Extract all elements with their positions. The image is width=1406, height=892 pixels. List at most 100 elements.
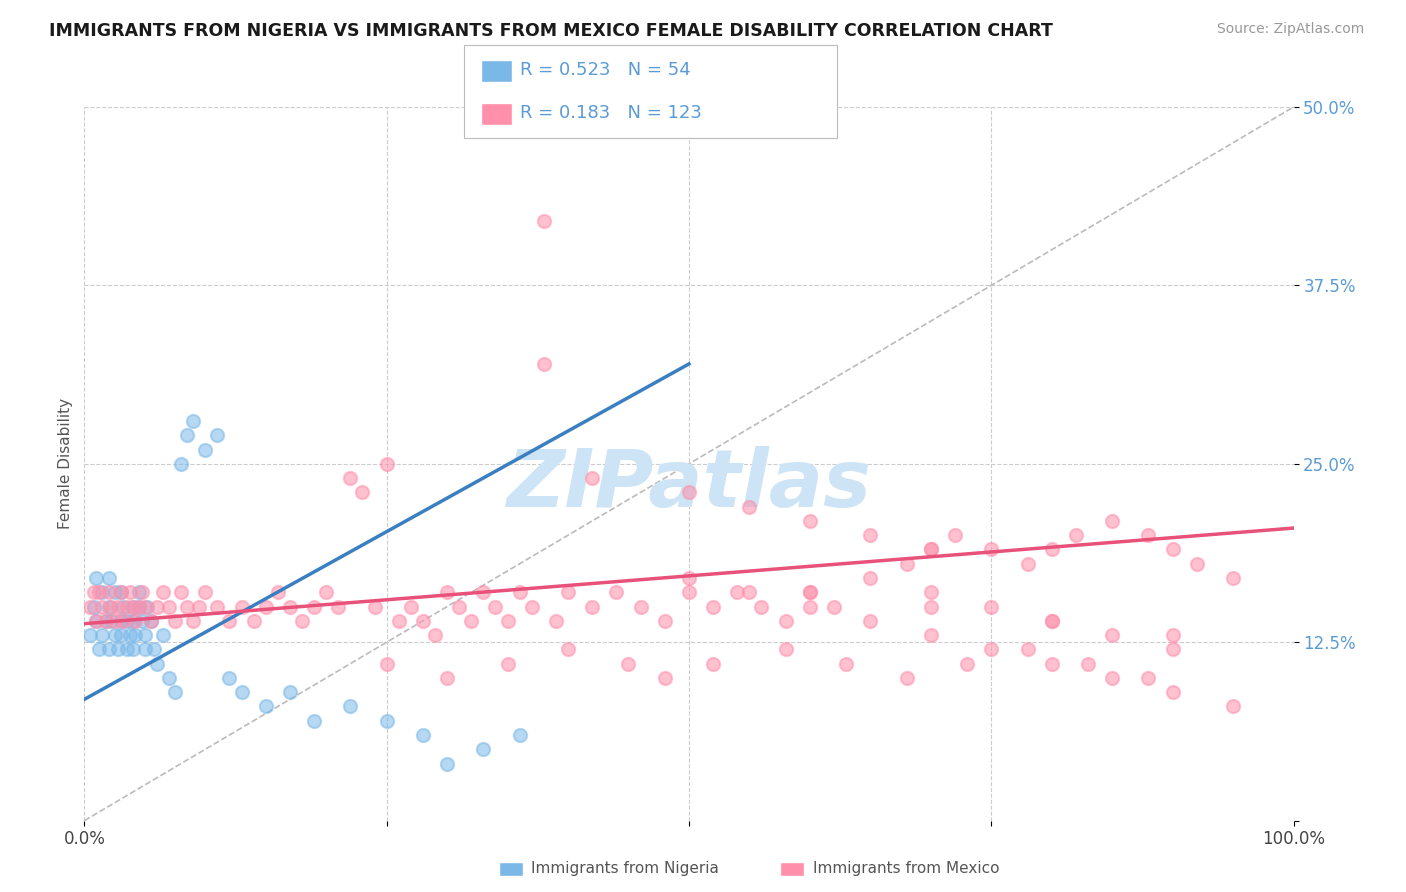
Text: Immigrants from Nigeria: Immigrants from Nigeria (531, 862, 720, 876)
Point (188, 599, 211, 614)
Text: Source: ZipAtlas.com: Source: ZipAtlas.com (1216, 22, 1364, 37)
Point (980, 642, 1002, 657)
Point (94, 614, 117, 628)
Point (86, 614, 108, 628)
Point (1064, 528, 1087, 542)
Point (231, 685, 253, 699)
Point (423, 628, 446, 642)
Point (328, 599, 350, 614)
Point (136, 599, 159, 614)
Point (107, 599, 129, 614)
Point (859, 614, 882, 628)
Point (124, 628, 146, 642)
Point (751, 599, 773, 614)
Point (509, 728, 531, 742)
Point (278, 599, 301, 614)
Point (605, 585, 627, 599)
Point (412, 728, 434, 742)
Point (1222, 699, 1244, 714)
Point (91, 585, 114, 599)
Point (339, 471, 361, 485)
Point (859, 571, 882, 585)
Point (97, 642, 120, 657)
Point (121, 599, 143, 614)
Point (254, 699, 277, 714)
Point (124, 614, 146, 628)
Y-axis label: Female Disability: Female Disability (58, 398, 73, 530)
Point (218, 614, 240, 628)
Point (110, 614, 132, 628)
Point (176, 599, 198, 614)
Point (339, 699, 361, 714)
Point (87, 585, 110, 599)
Point (1137, 671, 1160, 685)
Point (115, 642, 138, 657)
Point (1017, 642, 1039, 657)
Point (1040, 657, 1063, 671)
Point (896, 557, 918, 571)
Point (157, 671, 180, 685)
Point (678, 571, 700, 585)
Point (170, 457, 193, 471)
Point (100, 614, 122, 628)
Point (1077, 657, 1099, 671)
Point (134, 599, 156, 614)
Point (134, 628, 156, 642)
Point (436, 671, 458, 685)
Point (107, 642, 129, 657)
Point (104, 628, 127, 642)
Point (799, 599, 821, 614)
Point (363, 599, 385, 614)
Point (97, 599, 120, 614)
Point (472, 585, 495, 599)
Point (388, 614, 411, 628)
Point (110, 585, 132, 599)
Point (738, 500, 761, 514)
Text: R = 0.183   N = 123: R = 0.183 N = 123 (520, 104, 702, 122)
Point (207, 599, 229, 614)
Point (375, 657, 398, 671)
Point (267, 585, 290, 599)
Point (152, 585, 174, 599)
Point (131, 614, 153, 628)
Point (472, 742, 495, 756)
Point (557, 642, 579, 657)
Point (920, 585, 942, 599)
Point (920, 542, 942, 557)
Point (121, 642, 143, 657)
Text: ZIPatlas: ZIPatlas (506, 446, 872, 524)
Point (496, 657, 519, 671)
Point (823, 599, 845, 614)
Point (412, 614, 434, 628)
Point (702, 657, 724, 671)
Point (678, 585, 700, 599)
Point (128, 599, 150, 614)
Point (94, 614, 117, 628)
Point (207, 428, 229, 442)
Point (1137, 528, 1160, 542)
Text: IMMIGRANTS FROM NIGERIA VS IMMIGRANTS FROM MEXICO FEMALE DISABILITY CORRELATION : IMMIGRANTS FROM NIGERIA VS IMMIGRANTS FR… (49, 22, 1053, 40)
Point (581, 599, 603, 614)
Point (920, 628, 942, 642)
Point (181, 414, 204, 428)
Point (86, 614, 108, 628)
Point (375, 714, 398, 728)
Point (146, 657, 169, 671)
Point (352, 485, 374, 500)
Point (920, 599, 942, 614)
Point (120, 585, 142, 599)
Point (302, 599, 325, 614)
Point (194, 442, 217, 457)
Point (79, 599, 101, 614)
Point (146, 599, 169, 614)
Point (97, 585, 120, 599)
Point (194, 585, 217, 599)
Point (139, 614, 162, 628)
Point (134, 642, 156, 657)
Point (1040, 614, 1063, 628)
Point (799, 585, 821, 599)
Point (725, 585, 748, 599)
Point (143, 642, 166, 657)
Point (775, 614, 797, 628)
Point (1017, 557, 1039, 571)
